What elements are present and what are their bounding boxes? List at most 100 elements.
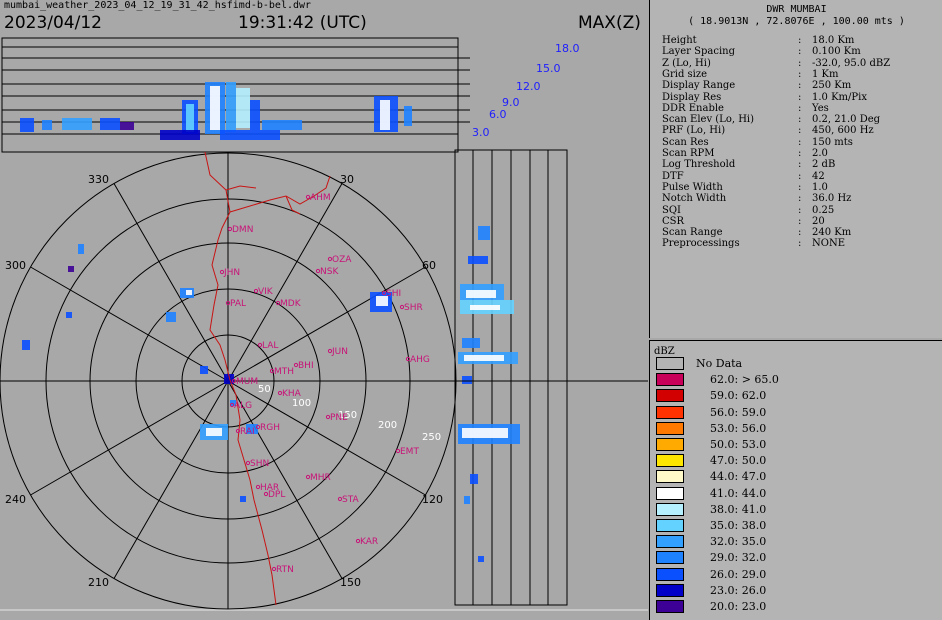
- station-marker: HAR: [255, 483, 279, 493]
- station-marker: RAI: [235, 427, 255, 437]
- info-value: 1.0: [812, 181, 828, 193]
- station-name: SHI: [386, 289, 401, 299]
- legend-swatch: [656, 389, 684, 403]
- legend-item: 20.0: 23.0: [656, 600, 936, 614]
- info-colon: :: [798, 215, 802, 227]
- station-dot: [231, 378, 237, 384]
- legend-swatch: [656, 421, 684, 435]
- info-key: Display Range: [662, 80, 736, 92]
- station-dot: [229, 402, 235, 408]
- station-marker: JHN: [219, 268, 240, 278]
- info-colon: :: [798, 46, 802, 58]
- legend-label: 38.0: 41.0: [710, 502, 767, 516]
- echo-cell: [470, 474, 478, 484]
- info-key: Notch Width: [662, 193, 727, 205]
- echo-cell: [462, 376, 472, 384]
- echo-cell: [470, 305, 500, 310]
- echo-cell: [206, 428, 222, 436]
- info-value: 450, 600 Hz: [812, 125, 874, 137]
- station-dot: [255, 484, 261, 490]
- info-value: 0.25: [812, 204, 835, 216]
- legend-swatch: [656, 583, 684, 597]
- echo-cell: [230, 400, 236, 406]
- station-name: PNE: [330, 413, 348, 423]
- azimuth-label: 60: [422, 259, 436, 272]
- info-row: DDR Enable: Yes: [662, 103, 829, 114]
- azimuth-label: 120: [422, 493, 443, 506]
- legend-label: 56.0: 59.0: [710, 405, 767, 419]
- legend-item: 41.0: 44.0: [656, 486, 936, 501]
- legend-label: 59.0: 62.0: [710, 389, 767, 403]
- azimuth-spoke: [227, 380, 426, 496]
- height-label: 15.0: [536, 62, 561, 75]
- info-row: Z (Lo, Hi): -32.0, 95.0 dBZ: [662, 58, 890, 69]
- legend-item: 38.0: 41.0: [656, 502, 936, 517]
- echo-cell: [466, 290, 496, 298]
- station-dot: [327, 256, 333, 262]
- station-dot: [395, 448, 401, 454]
- info-key: Preprocessings: [662, 238, 740, 250]
- info-key: Log Threshold: [662, 159, 736, 171]
- scan-time: 19:31:42 (UTC): [238, 13, 367, 33]
- station-dot: [315, 268, 321, 274]
- station-name: JHN: [223, 268, 240, 278]
- legend-swatch: [656, 438, 684, 451]
- station-name: RAI: [240, 427, 255, 437]
- azimuth-spoke: [30, 380, 229, 496]
- station-name: SHN: [250, 459, 269, 469]
- station-dot: [327, 348, 333, 354]
- echo-cell: [186, 290, 192, 295]
- azimuth-spoke: [113, 183, 229, 382]
- legend-item: 50.0: 53.0: [656, 438, 936, 452]
- info-value: 240 Km: [812, 227, 852, 239]
- station-dot: [271, 566, 277, 572]
- station-dot: [253, 288, 259, 294]
- azimuth-spoke: [30, 266, 229, 382]
- echo-cell: [464, 355, 504, 361]
- legend-item: 56.0: 59.0: [656, 405, 936, 420]
- echo-cell: [464, 496, 470, 504]
- station-name: ALG: [234, 401, 252, 411]
- info-key: Scan RPM: [662, 148, 715, 159]
- station-name: BHI: [298, 361, 314, 371]
- azimuth-spoke: [227, 183, 343, 382]
- file-name: mumbai_weather_2023_04_12_19_31_42_hsfim…: [4, 0, 312, 11]
- echo-cell: [62, 118, 92, 130]
- echo-cell: [478, 556, 484, 562]
- info-value: 250 Km: [812, 80, 852, 92]
- legend-swatch: [656, 470, 684, 484]
- radar-display[interactable]: 330 30 300 60 240 120 210 150 50 100 150 200 250 AHM…: [0, 0, 648, 619]
- info-row: Display Range:250 Km: [662, 80, 851, 91]
- azimuth-label: 300: [5, 259, 26, 272]
- station-dot: [275, 300, 281, 306]
- info-key: DDR Enable: [662, 102, 724, 114]
- info-row: Scan RPM:2.0: [662, 148, 828, 159]
- info-colon: :: [798, 136, 802, 148]
- station-dot: [255, 424, 261, 430]
- info-value: -32.0, 95.0 dBZ: [812, 57, 891, 69]
- station-marker: MDK: [275, 299, 302, 309]
- legend-label: 32.0: 35.0: [710, 535, 767, 549]
- info-value: 2.0: [812, 148, 828, 159]
- radar-name: DWR MUMBAI: [766, 4, 827, 15]
- echo-cell: [226, 82, 236, 132]
- echo-cell: [220, 130, 280, 140]
- legend-label: 41.0: 44.0: [710, 486, 767, 500]
- info-colon: :: [798, 159, 802, 171]
- station-name: RTN: [276, 565, 294, 575]
- legend-item: 26.0: 29.0: [656, 567, 936, 582]
- station-marker: JUN: [327, 347, 348, 357]
- legend-swatch: [656, 486, 684, 500]
- height-section-top: [1, 37, 470, 153]
- legend-label: 50.0: 53.0: [710, 438, 767, 451]
- legend-item: 53.0: 56.0: [656, 421, 936, 436]
- legend-label: 47.0: 50.0: [710, 454, 767, 468]
- echo-cell: [68, 266, 74, 272]
- station-name: MUM: [236, 377, 258, 387]
- station-dot: [305, 194, 311, 200]
- station-marker: KAR: [355, 537, 378, 547]
- radar-info-panel: DWR MUMBAI ( 18.9013N , 72.8076E , 100.0…: [649, 0, 942, 338]
- station-dot: [355, 538, 361, 544]
- info-colon: :: [798, 91, 802, 103]
- scan-date: 2023/04/12: [4, 13, 102, 33]
